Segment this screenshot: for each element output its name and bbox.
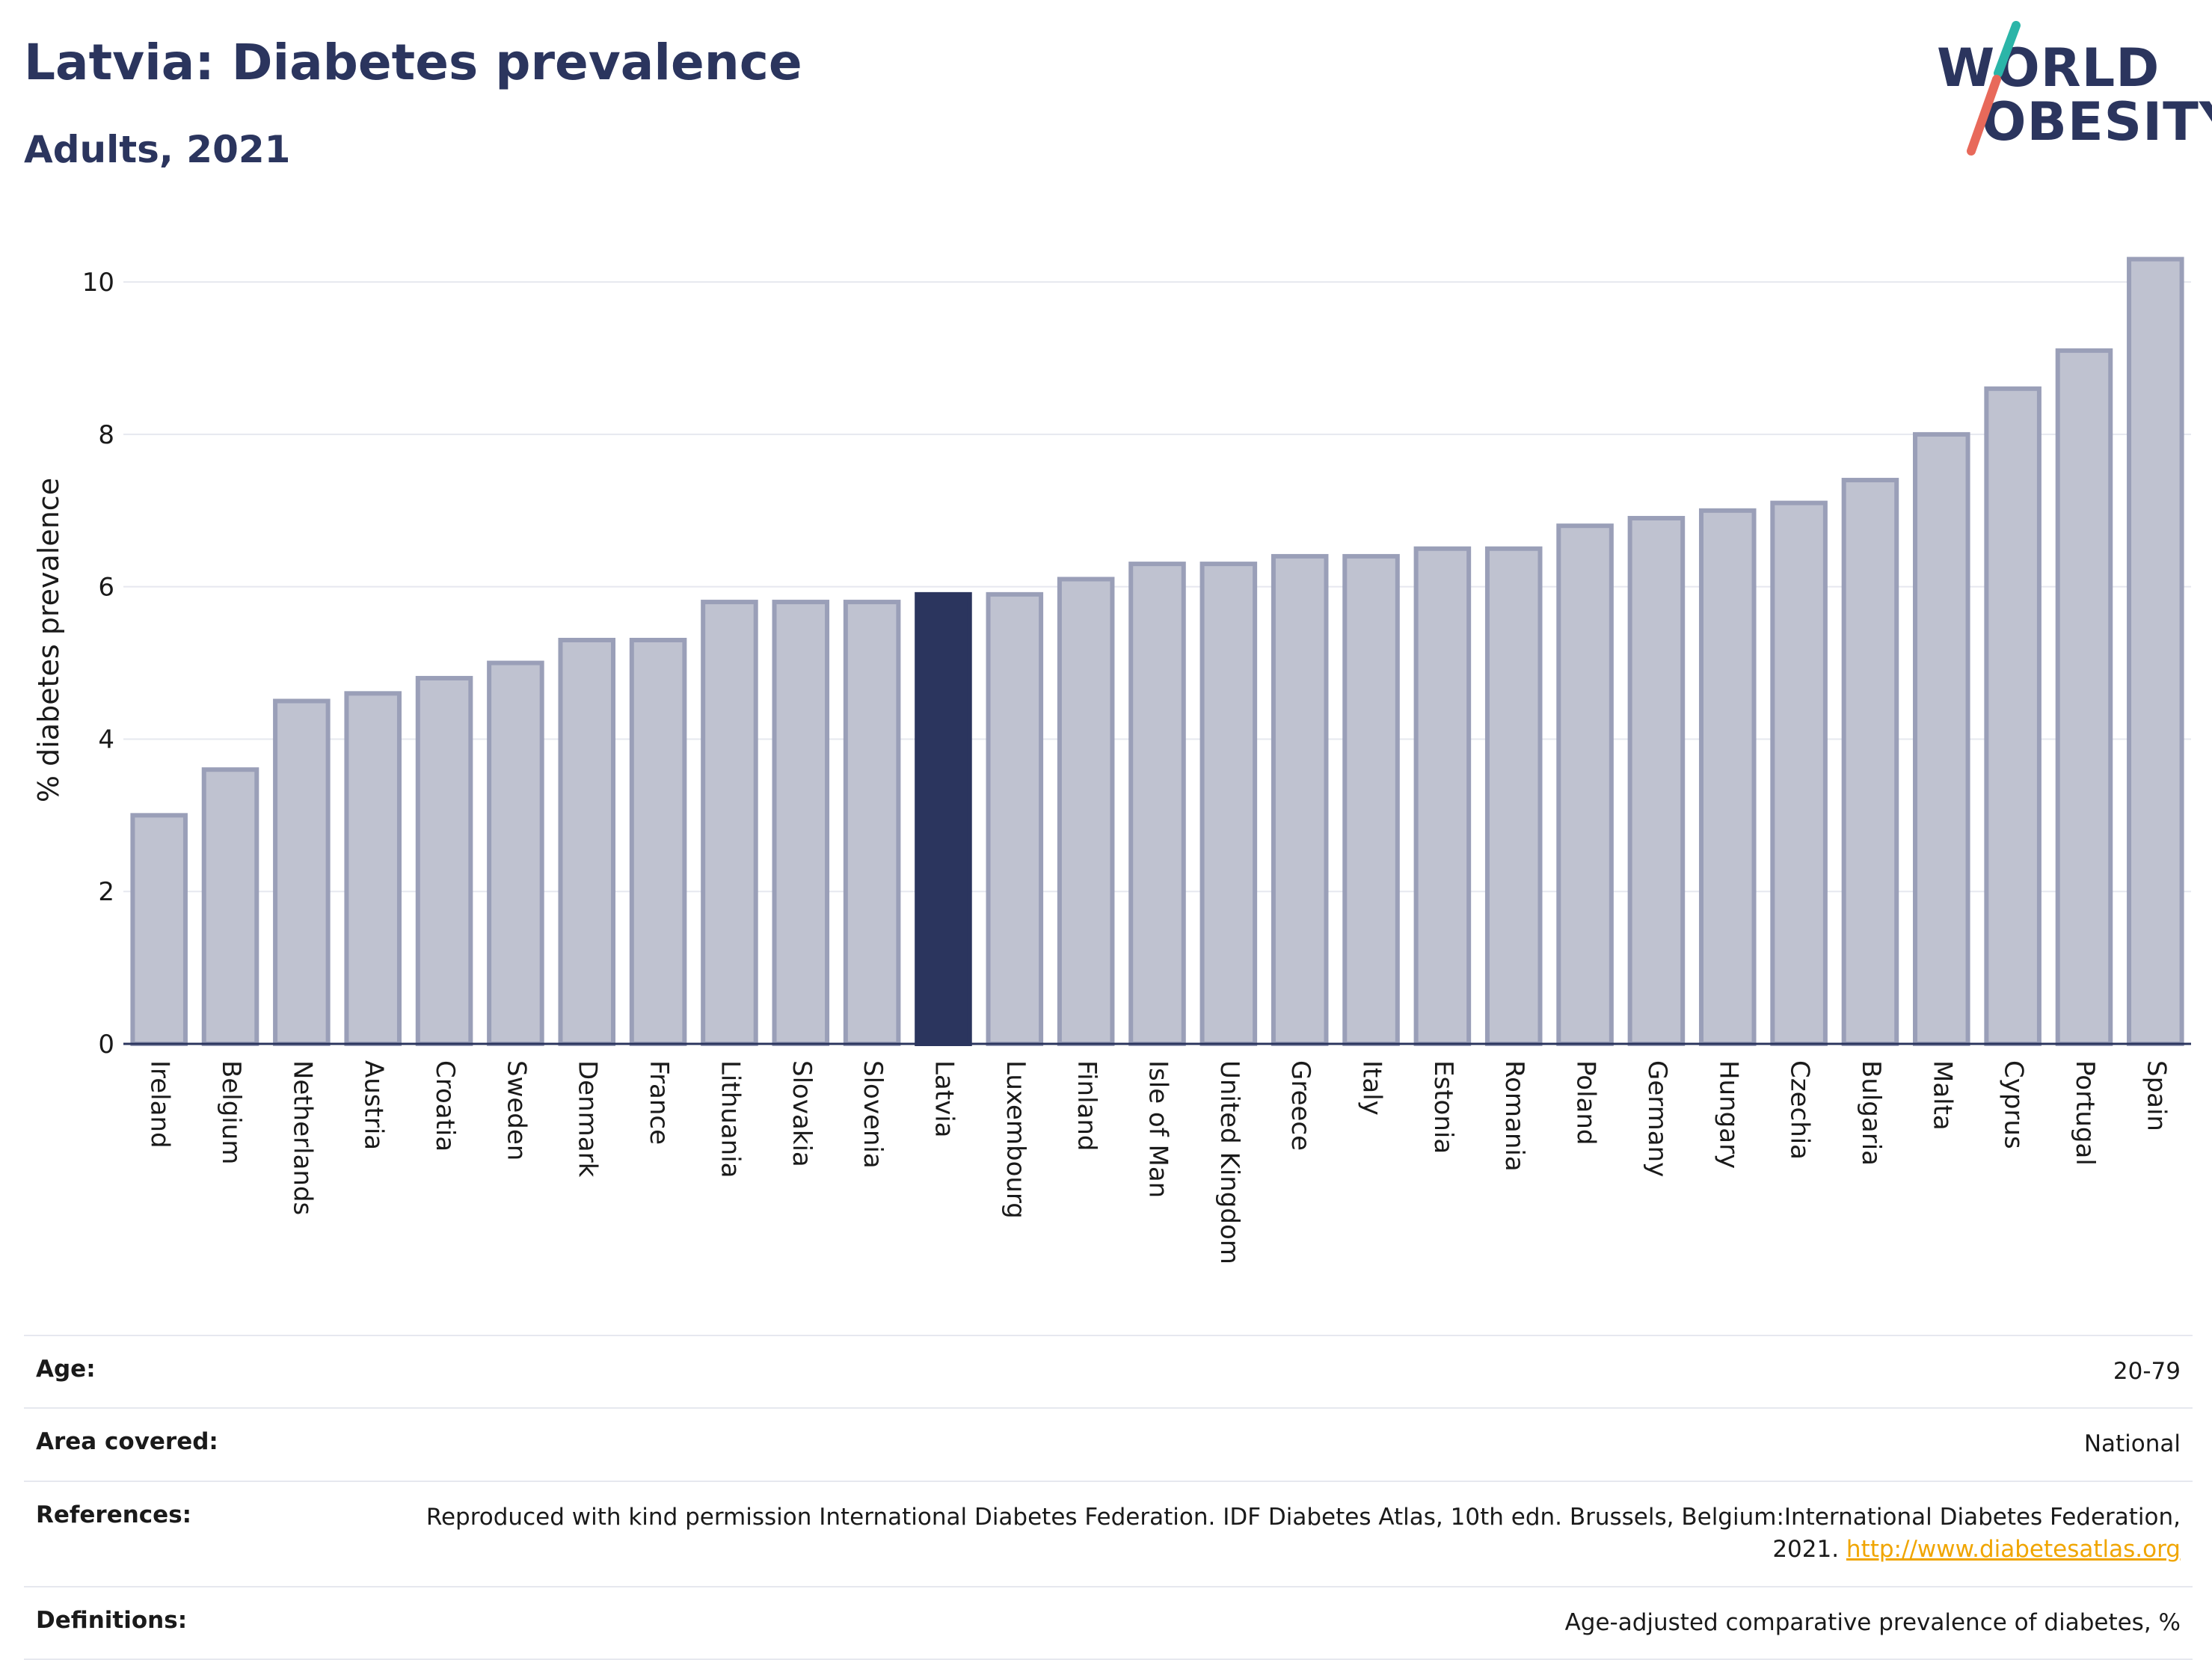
x-tick-label: Hungary — [1713, 1060, 1743, 1169]
bar-sweden — [487, 660, 544, 1046]
bar-latvia — [915, 591, 972, 1046]
logo-text-world: WORLD — [1937, 37, 2160, 99]
bar-czechia — [1770, 500, 1828, 1046]
x-tick-label: Cyprus — [1999, 1060, 2029, 1149]
x-tick-label: Finland — [1072, 1060, 1102, 1152]
definitions-label: Definitions: — [36, 1606, 188, 1634]
x-tick-label: Luxembourg — [1001, 1060, 1030, 1219]
bar-croatia — [415, 675, 473, 1047]
metadata-table: Age: 20-79 Area covered: National Refere… — [24, 1335, 2193, 1660]
bar-malta — [1913, 431, 1970, 1047]
x-tick-label: Bulgaria — [1856, 1060, 1886, 1166]
y-axis-label: % diabetes prevalence — [32, 478, 65, 802]
area-value: National — [2083, 1430, 2181, 1458]
x-tick-label: Slovakia — [787, 1060, 817, 1167]
x-tick-label: Portugal — [2070, 1060, 2100, 1166]
references-link[interactable]: http://www.diabetesatlas.org — [1846, 1536, 2181, 1564]
y-tick-label: 2 — [98, 877, 114, 907]
bar-slovenia — [843, 600, 901, 1046]
bar-ireland — [130, 813, 188, 1046]
x-tick-label: Netherlands — [287, 1060, 317, 1215]
bar-spain — [2127, 256, 2184, 1046]
bar-poland — [1556, 523, 1614, 1046]
metadata-row-age: Age: 20-79 — [24, 1335, 2193, 1407]
world-obesity-logo: WORLD OBESITY — [1937, 21, 2212, 163]
bar-hungary — [1698, 508, 1757, 1046]
bar-france — [629, 638, 687, 1046]
bar-luxembourg — [986, 591, 1044, 1046]
x-tick-label: Belgium — [216, 1060, 246, 1164]
bar-belgium — [201, 767, 259, 1046]
references-text: Reproduced with kind permission Internat… — [425, 1503, 2181, 1564]
x-tick-label: Malta — [1927, 1060, 1957, 1131]
x-tick-label: Croatia — [430, 1060, 460, 1152]
x-tick-label: Ireland — [145, 1060, 175, 1149]
definitions-value: Age-adjusted comparative prevalence of d… — [1564, 1608, 2181, 1636]
bar-austria — [344, 691, 402, 1046]
chart-title: Latvia: Diabetes prevalence — [24, 34, 802, 91]
x-tick-label: Czechia — [1785, 1060, 1815, 1160]
bar-slovakia — [772, 600, 830, 1046]
logo-text-obesity: OBESITY — [1982, 91, 2212, 153]
x-tick-label: Isle of Man — [1143, 1060, 1173, 1198]
x-tick-label: Denmark — [573, 1060, 603, 1178]
x-tick-label: Sweden — [501, 1060, 531, 1161]
x-axis-labels: Ireland Belgium Netherlands Austria Croatia S… — [145, 1060, 2172, 1264]
bar-cyprus — [1984, 386, 2042, 1047]
chart-subtitle: Adults, 2021 — [24, 128, 291, 171]
x-tick-label: Poland — [1571, 1060, 1601, 1146]
bar-isle-of-man — [1128, 562, 1186, 1046]
y-tick-label: 6 — [98, 573, 114, 603]
references-label: References: — [36, 1501, 192, 1528]
references-value: Reproduced with kind permission Internat… — [386, 1501, 2181, 1567]
bar-greece — [1271, 553, 1329, 1047]
y-tick-label: 10 — [82, 268, 114, 298]
x-tick-label: Spain — [2141, 1060, 2171, 1131]
x-tick-label: United Kingdom — [1214, 1060, 1244, 1264]
x-tick-label: Italy — [1357, 1060, 1387, 1116]
metadata-row-references: References: Reproduced with kind permiss… — [24, 1480, 2193, 1586]
bar-denmark — [558, 638, 616, 1046]
bar-united-kingdom — [1199, 562, 1258, 1046]
bar-estonia — [1413, 546, 1472, 1046]
bar-lithuania — [701, 600, 758, 1046]
bar-italy — [1342, 553, 1400, 1047]
x-tick-label: Austria — [359, 1060, 389, 1150]
y-tick-label: 0 — [98, 1030, 114, 1060]
x-tick-label: Estonia — [1428, 1060, 1458, 1154]
metadata-row-definitions: Definitions: Age-adjusted comparative pr… — [24, 1585, 2193, 1660]
bar-netherlands — [273, 698, 331, 1047]
x-tick-label: France — [644, 1060, 674, 1145]
x-tick-label: Romania — [1499, 1060, 1529, 1172]
x-tick-label: Lithuania — [715, 1060, 745, 1178]
age-value: 20-79 — [2113, 1358, 2181, 1385]
logo-slash-icon — [1967, 21, 2021, 156]
x-tick-label: Slovenia — [858, 1060, 888, 1169]
x-tick-label: Latvia — [929, 1060, 959, 1138]
bar-romania — [1484, 546, 1543, 1046]
bar-germany — [1627, 515, 1686, 1046]
y-tick-label: 4 — [98, 725, 114, 754]
bar-chart: 0 2 4 6 8 10 Ireland Belgium Netherlands Austria… — [32, 256, 2191, 1264]
x-tick-label: Greece — [1285, 1060, 1315, 1151]
bar-portugal — [2055, 348, 2113, 1046]
area-label: Area covered: — [36, 1428, 218, 1456]
bar-bulgaria — [1841, 478, 1899, 1047]
age-label: Age: — [36, 1356, 96, 1383]
bars — [130, 256, 2184, 1047]
y-tick-label: 8 — [98, 420, 114, 450]
bar-finland — [1057, 577, 1115, 1046]
x-tick-label: Germany — [1642, 1060, 1672, 1177]
metadata-row-area: Area covered: National — [24, 1407, 2193, 1480]
y-axis-ticks: 0 2 4 6 8 10 — [82, 268, 114, 1060]
